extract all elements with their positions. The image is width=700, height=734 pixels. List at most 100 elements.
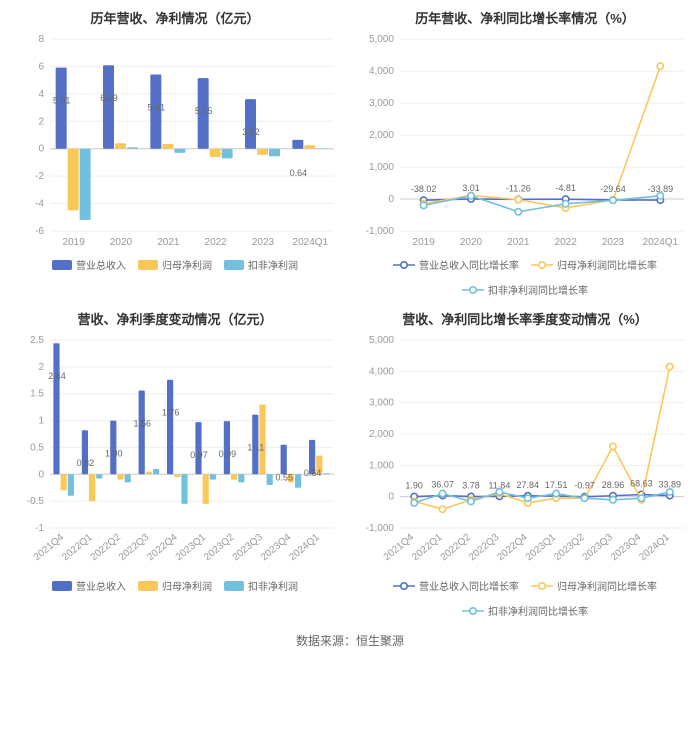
legend-item[interactable]: 营业总收入同比增长率: [393, 578, 519, 593]
legend-item[interactable]: 归母净利润: [138, 578, 212, 593]
svg-text:5.15: 5.15: [195, 106, 213, 116]
panel-title: 历年营收、净利情况（亿元）: [6, 8, 344, 27]
svg-text:27.84: 27.84: [517, 480, 540, 490]
panel-title: 历年营收、净利同比增长率情况（%）: [356, 8, 694, 27]
svg-text:5,000: 5,000: [369, 34, 394, 45]
svg-text:1.76: 1.76: [162, 408, 180, 418]
svg-text:2022Q4: 2022Q4: [495, 532, 530, 564]
chart-grid: 历年营收、净利情况（亿元） -6-4-2024685.916.095.415.1…: [0, 0, 700, 622]
svg-text:68.63: 68.63: [630, 479, 653, 489]
legend-item[interactable]: 营业总收入同比增长率: [393, 257, 519, 272]
svg-text:2021: 2021: [507, 237, 530, 248]
svg-text:-4.81: -4.81: [555, 183, 576, 193]
svg-text:-29.64: -29.64: [600, 184, 626, 194]
legend-label: 营业总收入: [76, 578, 126, 593]
svg-text:2023: 2023: [252, 237, 275, 248]
legend-swatch: [52, 260, 72, 270]
svg-text:2021Q4: 2021Q4: [382, 532, 417, 564]
svg-text:-38.02: -38.02: [411, 184, 437, 194]
svg-text:2019: 2019: [413, 237, 436, 248]
legend-label: 营业总收入同比增长率: [419, 578, 519, 593]
svg-text:2022Q4: 2022Q4: [145, 532, 180, 564]
panel-bottom-right: 营收、净利同比增长率季度变动情况（%） -1,00001,0002,0003,0…: [350, 301, 700, 622]
svg-text:2022Q3: 2022Q3: [117, 532, 152, 564]
svg-text:-11.26: -11.26: [506, 183, 531, 193]
legend-tl: 营业总收入归母净利润 扣非净利润: [6, 257, 344, 272]
legend-item[interactable]: 扣非净利润同比增长率: [462, 603, 588, 618]
svg-text:1,000: 1,000: [369, 162, 394, 173]
svg-text:-4: -4: [35, 199, 44, 210]
legend-item[interactable]: 营业总收入: [52, 578, 126, 593]
svg-text:28.96: 28.96: [602, 480, 625, 490]
svg-text:2021: 2021: [157, 237, 180, 248]
legend-item[interactable]: 归母净利润同比增长率: [531, 578, 657, 593]
data-source-footer: 数据来源：恒生聚源: [0, 622, 700, 663]
svg-text:0: 0: [38, 469, 44, 480]
svg-text:5.41: 5.41: [148, 103, 166, 113]
legend-swatch: [224, 581, 244, 591]
legend-label: 扣非净利润同比增长率: [488, 282, 588, 297]
legend-label: 扣非净利润: [248, 257, 298, 272]
legend-item[interactable]: 扣非净利润: [224, 257, 298, 272]
svg-text:4,000: 4,000: [369, 366, 394, 377]
svg-text:3.01: 3.01: [462, 183, 480, 193]
svg-text:0.64: 0.64: [304, 468, 322, 478]
svg-text:2023: 2023: [602, 237, 625, 248]
svg-text:2022Q1: 2022Q1: [60, 532, 95, 564]
svg-text:4,000: 4,000: [369, 66, 394, 77]
svg-text:2023Q2: 2023Q2: [202, 532, 237, 564]
svg-text:2022: 2022: [555, 237, 578, 248]
svg-text:1.11: 1.11: [247, 443, 264, 453]
chart-area-br: -1,00001,0002,0003,0004,0005,0001.9036.0…: [356, 334, 694, 574]
svg-text:2023Q3: 2023Q3: [581, 532, 616, 564]
legend-item[interactable]: 扣非净利润: [224, 578, 298, 593]
svg-text:0: 0: [388, 492, 394, 503]
svg-text:1.56: 1.56: [133, 418, 151, 428]
legend-label: 扣非净利润: [248, 578, 298, 593]
panel-title: 营收、净利季度变动情况（亿元）: [6, 309, 344, 328]
svg-text:-2: -2: [35, 171, 44, 182]
svg-text:-6: -6: [35, 226, 44, 237]
svg-text:2.5: 2.5: [30, 335, 44, 346]
svg-text:0.5: 0.5: [30, 442, 44, 453]
legend-label: 扣非净利润同比增长率: [488, 603, 588, 618]
svg-text:2,000: 2,000: [369, 429, 394, 440]
svg-text:0.97: 0.97: [190, 450, 208, 460]
svg-text:-1,000: -1,000: [366, 226, 395, 237]
svg-text:2,000: 2,000: [369, 130, 394, 141]
panel-top-right: 历年营收、净利同比增长率情况（%） -1,00001,0002,0003,000…: [350, 0, 700, 301]
svg-text:2022Q2: 2022Q2: [89, 532, 124, 564]
svg-text:2022Q2: 2022Q2: [439, 532, 474, 564]
svg-text:1.5: 1.5: [30, 389, 44, 400]
legend-item[interactable]: 归母净利润: [138, 257, 212, 272]
legend-tr: 营业总收入同比增长率归母净利润同比增长率扣非净利润同比增长率: [356, 257, 694, 297]
svg-text:2023Q4: 2023Q4: [259, 532, 294, 564]
svg-text:2020: 2020: [110, 237, 133, 248]
chart-area-bl: -1-0.500.511.522.52.440.821.001.561.760.…: [6, 334, 344, 574]
svg-text:2023Q3: 2023Q3: [231, 532, 266, 564]
legend-item[interactable]: 扣非净利润同比增长率: [462, 282, 588, 297]
legend-swatch: [138, 581, 158, 591]
svg-text:5.91: 5.91: [53, 96, 71, 106]
svg-text:2022: 2022: [205, 237, 228, 248]
svg-text:2024Q1: 2024Q1: [287, 532, 322, 564]
svg-text:0: 0: [38, 144, 44, 155]
legend-br: 营业总收入同比增长率归母净利润同比增长率扣非净利润同比增长率: [356, 578, 694, 618]
svg-text:-1: -1: [35, 523, 44, 534]
svg-text:17.51: 17.51: [545, 480, 568, 490]
svg-text:2019: 2019: [63, 237, 86, 248]
legend-item[interactable]: 营业总收入: [52, 257, 126, 272]
legend-item[interactable]: 归母净利润同比增长率: [531, 257, 657, 272]
svg-text:33.89: 33.89: [659, 480, 682, 490]
svg-text:2024Q1: 2024Q1: [643, 237, 679, 248]
svg-text:2024Q1: 2024Q1: [637, 532, 672, 564]
svg-text:2022Q1: 2022Q1: [410, 532, 445, 564]
legend-swatch: [393, 260, 415, 270]
legend-bl: 营业总收入归母净利润 扣非净利润: [6, 578, 344, 593]
svg-text:3,000: 3,000: [369, 98, 394, 109]
svg-text:4: 4: [38, 89, 44, 100]
svg-text:-0.97: -0.97: [574, 481, 595, 491]
legend-swatch: [52, 581, 72, 591]
svg-text:-0.5: -0.5: [27, 496, 45, 507]
svg-text:5,000: 5,000: [369, 335, 394, 346]
